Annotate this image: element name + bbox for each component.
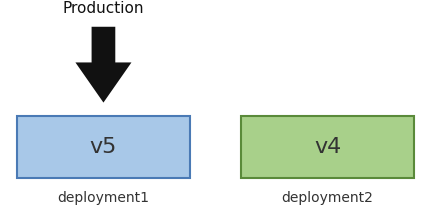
FancyBboxPatch shape: [17, 116, 189, 178]
Text: deployment2: deployment2: [281, 192, 373, 205]
Text: deployment1: deployment1: [57, 192, 149, 205]
Text: v4: v4: [313, 137, 341, 157]
Polygon shape: [75, 27, 131, 103]
Text: Production: Production: [62, 1, 144, 16]
Text: v5: v5: [89, 137, 117, 157]
FancyBboxPatch shape: [241, 116, 413, 178]
